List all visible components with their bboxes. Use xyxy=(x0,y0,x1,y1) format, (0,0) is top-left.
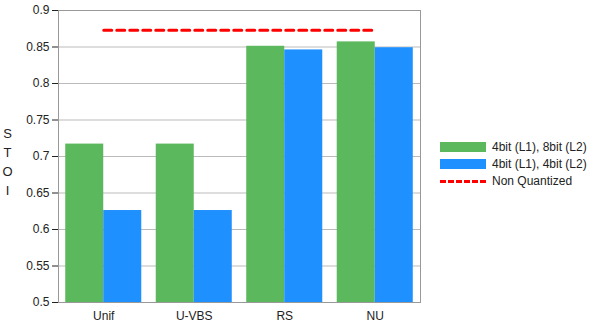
html-text:STOI: STOI xyxy=(0,126,15,202)
html-text:4bit (L1), 8bit (L2): 4bit (L1), 8bit (L2) xyxy=(492,140,587,154)
html-text:Non Quantized: Non Quantized xyxy=(492,174,573,188)
svg-text:0.7: 0.7 xyxy=(33,149,50,163)
svg-text:0.5: 0.5 xyxy=(33,295,50,309)
svg-text:0.75: 0.75 xyxy=(26,113,50,127)
svg-text:0.65: 0.65 xyxy=(26,186,50,200)
svg-text:0.55: 0.55 xyxy=(26,259,50,273)
svg-text:NU: NU xyxy=(367,309,384,323)
svg-text:Unif: Unif xyxy=(93,309,115,323)
svg-text:0.85: 0.85 xyxy=(26,40,50,54)
html-text:4bit (L1), 4bit (L2): 4bit (L1), 4bit (L2) xyxy=(492,157,587,171)
svg-text:0.6: 0.6 xyxy=(33,222,50,236)
svg-text:RS: RS xyxy=(276,309,293,323)
svg-text:U-VBS: U-VBS xyxy=(176,309,213,323)
svg-text:0.8: 0.8 xyxy=(33,76,50,90)
svg-text:0.9: 0.9 xyxy=(33,3,50,17)
